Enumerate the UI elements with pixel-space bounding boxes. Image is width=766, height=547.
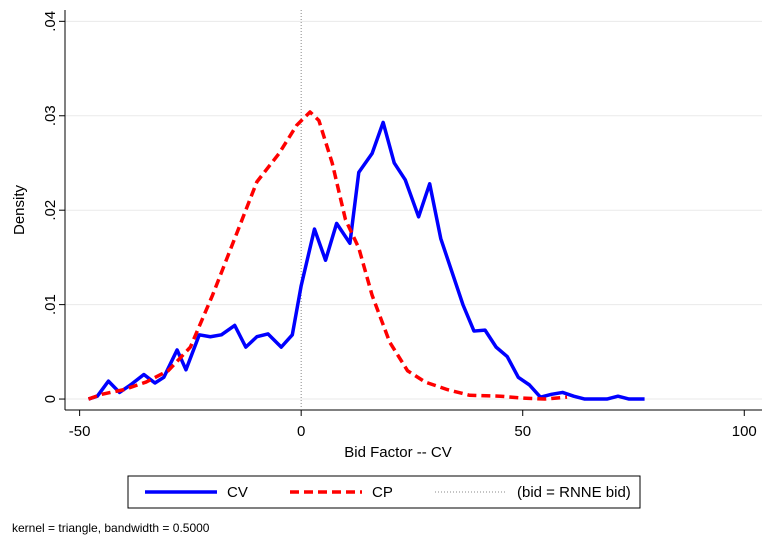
note: kernel = triangle, bandwidth = 0.5000	[12, 521, 210, 535]
x-tick-label: -50	[69, 423, 91, 440]
y-tick-label: .04	[42, 11, 59, 32]
y-tick-label: .02	[42, 200, 59, 221]
x-tick-label: 50	[514, 423, 531, 440]
y-tick-label: .01	[42, 294, 59, 315]
y-tick-label: 0	[42, 395, 59, 403]
line-series	[87, 120, 645, 401]
legend-label: CP	[372, 484, 393, 501]
legend-label: CV	[227, 484, 248, 501]
x-tick-label: 0	[297, 423, 305, 440]
y-axis-label: Density	[11, 184, 28, 235]
y-tick-label: .03	[42, 105, 59, 126]
legend-label: (bid = RNNE bid)	[517, 484, 631, 501]
line-series	[87, 110, 568, 401]
x-tick-label: 100	[732, 423, 757, 440]
x-axis-label: Bid Factor -- CV	[344, 444, 452, 461]
